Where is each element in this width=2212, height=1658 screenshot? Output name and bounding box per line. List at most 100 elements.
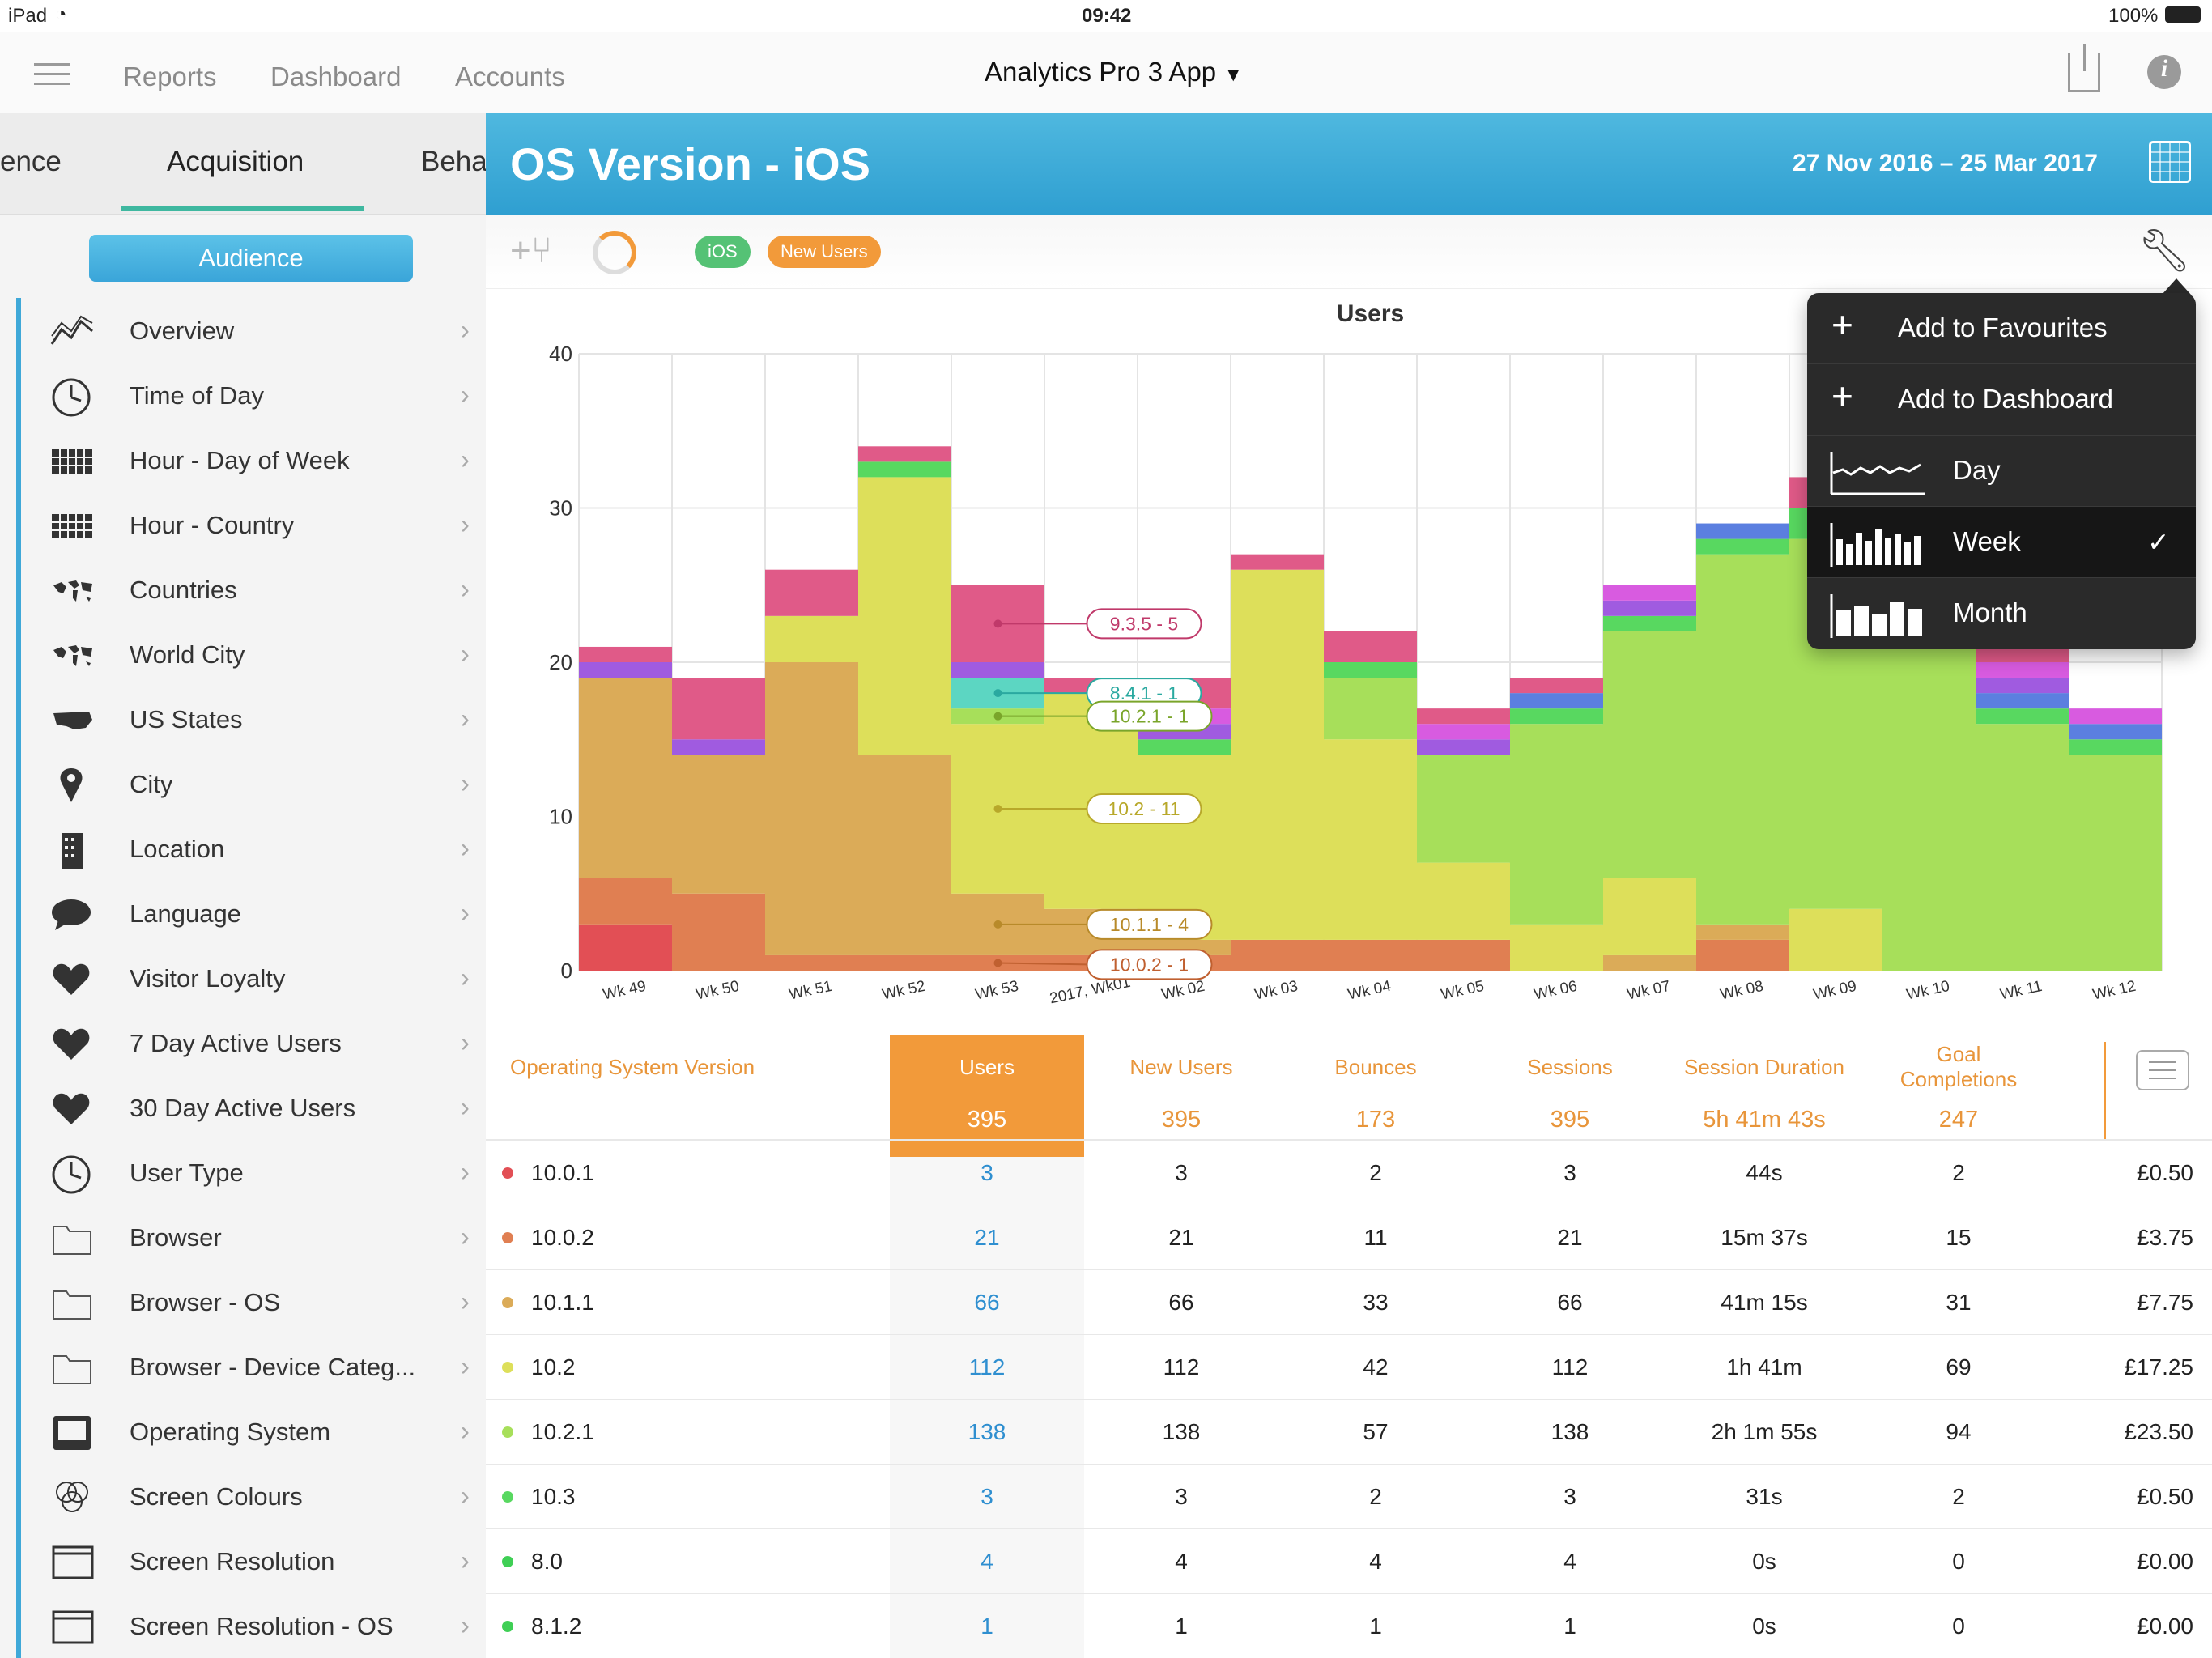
bar-segment-9-z[interactable] — [2069, 708, 2162, 725]
bar-segment-9-x[interactable] — [1510, 693, 1603, 709]
bar-segment-10-2-1[interactable] — [1603, 631, 1696, 878]
table-row[interactable]: 10.0.1 3 3 2 3 44s 2 £0.50 — [486, 1141, 2212, 1205]
menu-add-favourites[interactable]: + Add to Favourites — [1807, 293, 2196, 364]
bar-segment-10-2[interactable] — [1324, 739, 1417, 940]
users-cell[interactable]: 1 — [981, 1613, 993, 1639]
users-cell[interactable]: 4 — [981, 1549, 993, 1574]
header-users[interactable]: Users — [959, 1055, 1015, 1079]
bar-segment-9-y[interactable] — [672, 739, 765, 755]
users-cell[interactable]: 21 — [974, 1225, 1000, 1250]
users-cell[interactable]: 66 — [974, 1290, 1000, 1315]
sidebar-item-language[interactable]: Language › — [16, 883, 470, 948]
bar-segment-9-x[interactable] — [1696, 523, 1789, 539]
share-icon[interactable] — [2068, 44, 2100, 92]
header-bounces[interactable]: Bounces — [1334, 1055, 1417, 1079]
donut-chart-icon[interactable] — [593, 231, 636, 274]
users-cell[interactable]: 138 — [968, 1419, 1006, 1444]
bar-segment-10-0-2[interactable] — [1417, 939, 1510, 971]
audience-button[interactable]: Audience — [89, 235, 413, 282]
table-row[interactable]: 8.0 4 4 4 4 0s 0 £0.00 — [486, 1529, 2212, 1594]
sidebar-item-location[interactable]: Location › — [16, 818, 470, 883]
sidebar-item-browser-device-categ[interactable]: Browser - Device Categ... › — [16, 1337, 470, 1401]
filter-new-users[interactable]: New Users — [768, 236, 881, 268]
bar-segment-10-0-2[interactable] — [1696, 939, 1789, 971]
bar-segment-9-z[interactable] — [1417, 724, 1510, 740]
bar-segment-10-2[interactable] — [1138, 755, 1231, 940]
sidebar-item-screen-resolution[interactable]: Screen Resolution › — [16, 1531, 470, 1596]
bar-segment-10-2-1[interactable] — [1696, 554, 1789, 925]
nav-dashboard[interactable]: Dashboard — [270, 62, 402, 91]
bar-segment-9-y[interactable] — [1417, 739, 1510, 755]
bar-segment-10-2-1[interactable] — [1417, 755, 1510, 863]
sidebar-item-us-states[interactable]: US States › — [16, 689, 470, 754]
bar-segment-10-2[interactable] — [765, 615, 858, 662]
sidebar-item-overview[interactable]: Overview › — [16, 300, 470, 365]
bar-segment-10-2[interactable] — [1603, 878, 1696, 955]
header-session-duration[interactable]: Session Duration — [1684, 1055, 1844, 1079]
bar-segment-10-0-2[interactable] — [1231, 939, 1324, 971]
bar-segment-10-3[interactable] — [1138, 739, 1231, 755]
bar-segment-9-x[interactable] — [2069, 724, 2162, 740]
bar-segment-10-3[interactable] — [2069, 739, 2162, 755]
bar-segment-9-z[interactable] — [1976, 662, 2069, 678]
bar-segment-9-3-5[interactable] — [672, 678, 765, 740]
sidebar-item-visitor-loyalty[interactable]: Visitor Loyalty › — [16, 948, 470, 1013]
sidebar-item-time-of-day[interactable]: Time of Day › — [16, 365, 470, 430]
bar-segment-10-3[interactable] — [858, 461, 951, 478]
bar-segment-10-2[interactable] — [1789, 908, 1882, 971]
users-cell[interactable]: 3 — [981, 1484, 993, 1509]
bar-segment-10-0-2[interactable] — [858, 954, 951, 971]
sidebar-item-hour-country[interactable]: Hour - Country › — [16, 495, 470, 559]
sidebar-item-city[interactable]: City › — [16, 754, 470, 818]
sidebar-item-world-city[interactable]: World City › — [16, 624, 470, 689]
calendar-icon[interactable] — [2149, 141, 2191, 183]
bar-segment-10-2[interactable] — [1231, 569, 1324, 940]
menu-month[interactable]: Month — [1807, 578, 2196, 649]
bar-segment-9-3-5[interactable] — [858, 446, 951, 462]
table-row[interactable]: 8.1.2 1 1 1 1 0s 0 £0.00 — [486, 1594, 2212, 1658]
sidebar-item-countries[interactable]: Countries › — [16, 559, 470, 624]
bar-segment-10-0-2[interactable] — [672, 893, 765, 971]
nav-accounts[interactable]: Accounts — [455, 62, 565, 91]
bar-segment-10-0-2[interactable] — [1324, 939, 1417, 971]
bar-segment-9-3-5[interactable] — [579, 646, 672, 662]
bar-segment-10-1-1[interactable] — [1603, 954, 1696, 971]
date-range[interactable]: 27 Nov 2016 – 25 Mar 2017 — [1793, 150, 2098, 176]
table-row[interactable]: 10.3 3 3 2 3 31s 2 £0.50 — [486, 1465, 2212, 1529]
sidebar-item-user-type[interactable]: User Type › — [16, 1142, 470, 1207]
table-row[interactable]: 10.1.1 66 66 33 66 41m 15s 31 £7.75 — [486, 1270, 2212, 1335]
sidebar-item-screen-colours[interactable]: Screen Colours › — [16, 1466, 470, 1531]
tab-behaviour-partial[interactable]: Beha — [421, 146, 486, 177]
wrench-icon[interactable]: 🔧︎ — [2138, 227, 2192, 274]
sidebar-item-30-day-active-users[interactable]: 30 Day Active Users › — [16, 1078, 470, 1142]
header-new-users[interactable]: New Users — [1129, 1055, 1233, 1079]
sidebar-item-browser[interactable]: Browser › — [16, 1207, 470, 1272]
table-row[interactable]: 10.0.2 21 21 11 21 15m 37s 15 £3.75 — [486, 1205, 2212, 1270]
users-cell[interactable]: 112 — [968, 1354, 1006, 1380]
bar-segment-9-y[interactable] — [1603, 600, 1696, 616]
bar-segment-10-1-1[interactable] — [765, 662, 858, 955]
sidebar-item-screen-resolution-os[interactable]: Screen Resolution - OS › — [16, 1596, 470, 1658]
sidebar-item-browser-os[interactable]: Browser - OS › — [16, 1272, 470, 1337]
nav-reports[interactable]: Reports — [123, 62, 217, 91]
tab-audience-partial[interactable]: ence — [0, 146, 62, 177]
app-selector[interactable]: Analytics Pro 3 App ▼ — [985, 57, 1243, 87]
bar-segment-9-y[interactable] — [579, 662, 672, 678]
header-goal-completions[interactable]: Goal Completions — [1899, 1042, 2018, 1091]
bar-segment-9-y[interactable] — [1976, 678, 2069, 694]
header-os-version[interactable]: Operating System Version — [510, 1055, 755, 1079]
bar-segment-9-z[interactable] — [1603, 585, 1696, 601]
bar-segment-9-3-5[interactable] — [1231, 554, 1324, 570]
bar-segment-10-2[interactable] — [858, 477, 951, 755]
bar-segment-10-3[interactable] — [1510, 708, 1603, 725]
bar-segment-10-1-1[interactable] — [858, 755, 951, 955]
bar-segment-9-3-5[interactable] — [1417, 708, 1510, 725]
tab-acquisition[interactable]: Acquisition — [167, 146, 304, 177]
bar-segment-10-2-1[interactable] — [2069, 755, 2162, 971]
bar-segment-9-3-5[interactable] — [1976, 646, 2069, 662]
bar-segment-10-3[interactable] — [1324, 662, 1417, 678]
bar-segment-10-1-1[interactable] — [1696, 924, 1789, 940]
sidebar-item-7-day-active-users[interactable]: 7 Day Active Users › — [16, 1013, 470, 1078]
column-options-icon[interactable] — [2136, 1050, 2189, 1090]
add-segment-icon[interactable]: +⑂ — [510, 231, 553, 270]
